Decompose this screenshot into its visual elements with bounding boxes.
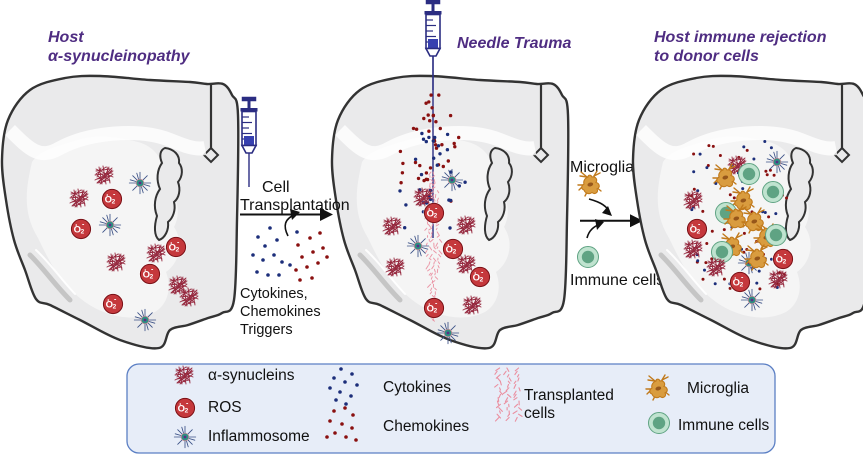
svg-text:Transplanted: Transplanted bbox=[524, 387, 614, 404]
svg-text:Cytokines: Cytokines bbox=[383, 379, 451, 396]
svg-text:Chemokines: Chemokines bbox=[383, 418, 469, 435]
svg-text:α-synucleins: α-synucleins bbox=[208, 367, 295, 384]
svg-text:ROS: ROS bbox=[208, 399, 242, 416]
svg-text:Chemokines: Chemokines bbox=[240, 304, 321, 320]
svg-text:Immune cells: Immune cells bbox=[570, 272, 664, 289]
svg-text:Triggers: Triggers bbox=[240, 322, 293, 338]
svg-text:Microglia: Microglia bbox=[687, 380, 749, 397]
svg-text:Microglia: Microglia bbox=[570, 159, 634, 176]
svg-text:Immune cells: Immune cells bbox=[678, 417, 770, 434]
svg-text:Cell: Cell bbox=[262, 179, 290, 196]
svg-text:cells: cells bbox=[524, 405, 555, 422]
svg-text:Cytokines,: Cytokines, bbox=[240, 286, 308, 302]
svg-text:Inflammosome: Inflammosome bbox=[208, 428, 310, 445]
